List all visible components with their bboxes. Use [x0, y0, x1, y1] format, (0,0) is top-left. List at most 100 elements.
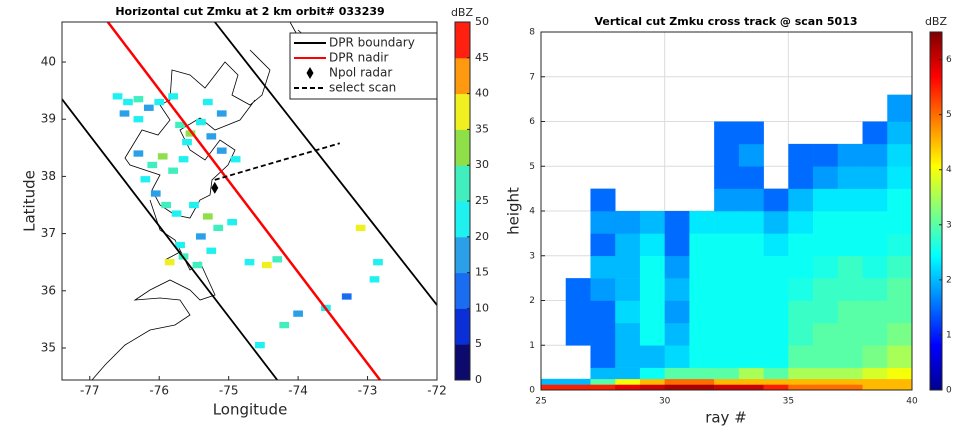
cell: [639, 384, 665, 390]
series-layer: [62, 22, 437, 380]
colorbar-tick-label: 15: [475, 266, 489, 279]
cell: [738, 255, 764, 279]
cell: [664, 255, 690, 279]
cell: [813, 322, 839, 346]
cell: [887, 143, 912, 167]
echo-cell: [168, 167, 178, 174]
echo-layer: [112, 93, 383, 349]
cell: [590, 300, 616, 324]
echo-cell: [150, 190, 161, 197]
echo-cell: [157, 153, 168, 160]
echo-cell: [216, 110, 227, 117]
axes-box: [61, 21, 438, 381]
cell: [788, 278, 814, 301]
echo-cell: [216, 147, 227, 154]
cell: [862, 211, 888, 234]
colorbar-band: [455, 165, 470, 202]
x-axis-label: Longitude: [213, 401, 288, 419]
cell: [590, 278, 616, 301]
echo-cell: [189, 201, 199, 209]
colorbar-band: [455, 93, 470, 130]
echo-cell: [293, 310, 303, 317]
echo-cell: [262, 261, 272, 269]
cell: [664, 367, 690, 380]
cell: [565, 278, 591, 301]
x-tick-label: 40: [906, 397, 918, 407]
cell: [813, 233, 839, 257]
cell: [689, 278, 715, 301]
echo-cell: [161, 201, 172, 209]
cell-layer: [541, 94, 912, 390]
echo-cell: [272, 256, 283, 263]
echo-cell: [279, 321, 290, 329]
cell: [788, 143, 814, 167]
colorbar-tick-label: 30: [475, 158, 489, 171]
colorbar-tick-label: 20: [475, 230, 489, 243]
cell: [763, 345, 789, 368]
cell: [639, 322, 665, 346]
cell: [763, 367, 789, 380]
cell: [714, 121, 740, 145]
cell: [887, 322, 912, 346]
colorbar-band: [455, 308, 470, 345]
cell: [837, 300, 863, 324]
colorbar-band: [455, 236, 470, 274]
cell: [689, 211, 715, 234]
x-tick-label: -73: [358, 384, 378, 398]
cell: [837, 322, 863, 346]
cell: [615, 278, 641, 301]
cell: [664, 278, 690, 301]
cell: [639, 345, 665, 368]
cell: [862, 143, 888, 167]
cell: [862, 188, 888, 212]
colorbar-tick-label: 10: [475, 301, 489, 314]
cell: [590, 384, 616, 390]
cell: [714, 322, 740, 346]
cell: [689, 322, 715, 346]
cell: [565, 384, 591, 390]
cell: [714, 345, 740, 368]
echo-cell: [147, 161, 158, 169]
echo-cell: [369, 276, 380, 283]
echo-cell: [230, 156, 241, 163]
y-axis-label: height: [505, 187, 523, 235]
line: [214, 142, 341, 181]
echo-cell: [202, 213, 213, 220]
cell: [862, 345, 888, 368]
y-tick-label: 0: [529, 386, 535, 396]
cell: [837, 278, 863, 301]
echo-cell: [227, 219, 237, 226]
cell: [738, 143, 764, 167]
cell: [590, 255, 616, 279]
echo-cell: [175, 121, 185, 129]
legend-label: select scan: [329, 81, 396, 95]
x-tick-label: -77: [80, 384, 100, 398]
cell: [639, 211, 665, 234]
cell: [615, 378, 641, 385]
cell: [714, 143, 740, 167]
cell: [639, 233, 665, 257]
cell: [714, 378, 740, 385]
echo-cell: [213, 224, 224, 232]
x-tick-label: -75: [219, 384, 239, 398]
colorbar-label: dBZ: [925, 15, 948, 28]
cell: [590, 322, 616, 346]
cell: [664, 378, 690, 385]
echo-cell: [164, 259, 175, 266]
colorbar-tick-label: 5: [475, 337, 482, 350]
y-tick-label: 6: [529, 117, 535, 127]
x-tick-label: -76: [149, 384, 169, 398]
cell: [639, 367, 665, 380]
colorbar-tick-label: 6: [946, 55, 952, 65]
cell: [689, 255, 715, 279]
cell: [664, 211, 690, 234]
cell: [664, 300, 690, 324]
cell: [788, 367, 814, 380]
cell: [887, 378, 912, 385]
echo-cell: [255, 341, 265, 349]
echo-cell: [341, 293, 352, 300]
cell: [788, 384, 814, 390]
cell: [565, 322, 591, 346]
cell: [664, 322, 690, 346]
cell: [714, 233, 740, 257]
